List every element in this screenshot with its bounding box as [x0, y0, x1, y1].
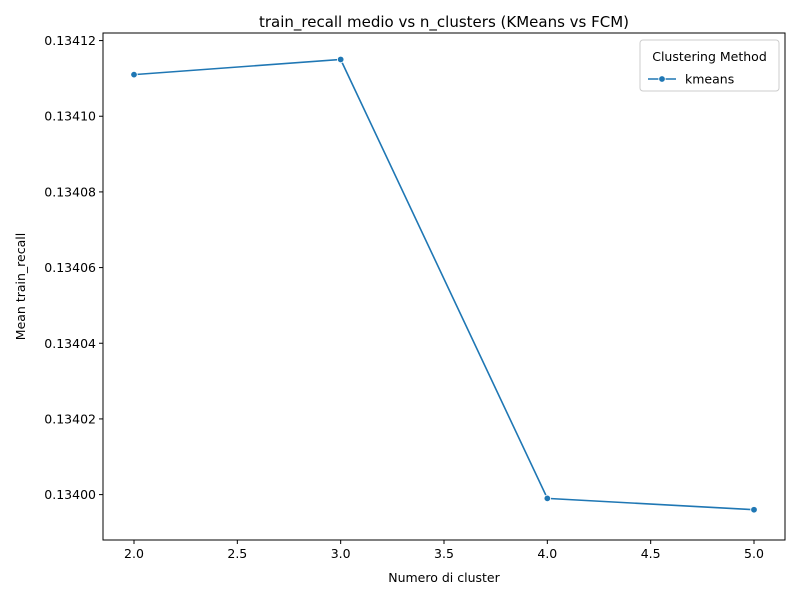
- x-tick-label: 3.0: [331, 546, 351, 561]
- x-tick-label: 2.0: [124, 546, 144, 561]
- legend-entries: kmeans: [648, 72, 734, 87]
- y-axis-ticks: 0.13400 0.13402 0.13404 0.13406 0.13408 0.134…: [44, 33, 103, 502]
- data-point: [130, 70, 138, 79]
- chart-title: train_recall medio vs n_clusters (KMeans…: [259, 13, 629, 32]
- data-point: [750, 506, 758, 514]
- y-tick-label: 0.13402: [44, 411, 96, 426]
- legend-title: Clustering Method: [652, 49, 767, 64]
- x-tick-label: 2.5: [227, 546, 247, 561]
- x-axis-ticks: 2.0 2.5 3.0 3.5 4.0 4.5 5.0: [124, 540, 764, 561]
- legend: Clustering Method kmeans: [639, 39, 780, 92]
- x-tick-label: 3.5: [434, 546, 454, 561]
- y-tick-label: 0.13400: [44, 487, 96, 502]
- data-point: [543, 494, 552, 503]
- y-tick-label: 0.13408: [44, 184, 96, 199]
- y-tick-label: 0.13406: [44, 260, 96, 275]
- data-point: [336, 55, 345, 64]
- y-tick-label: 0.13410: [44, 109, 96, 124]
- legend-marker: [658, 75, 666, 83]
- y-axis-label: Mean train_recall: [13, 233, 28, 340]
- series-layer: [130, 55, 758, 514]
- x-tick-label: 5.0: [744, 546, 764, 561]
- y-tick-label: 0.13404: [44, 336, 96, 351]
- x-tick-label: 4.5: [641, 546, 661, 561]
- y-tick-label: 0.13412: [44, 33, 96, 48]
- series-line: [133, 58, 755, 511]
- legend-label: kmeans: [685, 72, 734, 87]
- plot-area: [102, 32, 786, 541]
- x-tick-label: 4.0: [537, 546, 557, 561]
- axes-frame: [102, 32, 786, 541]
- x-axis-label: Numero di cluster: [388, 570, 500, 585]
